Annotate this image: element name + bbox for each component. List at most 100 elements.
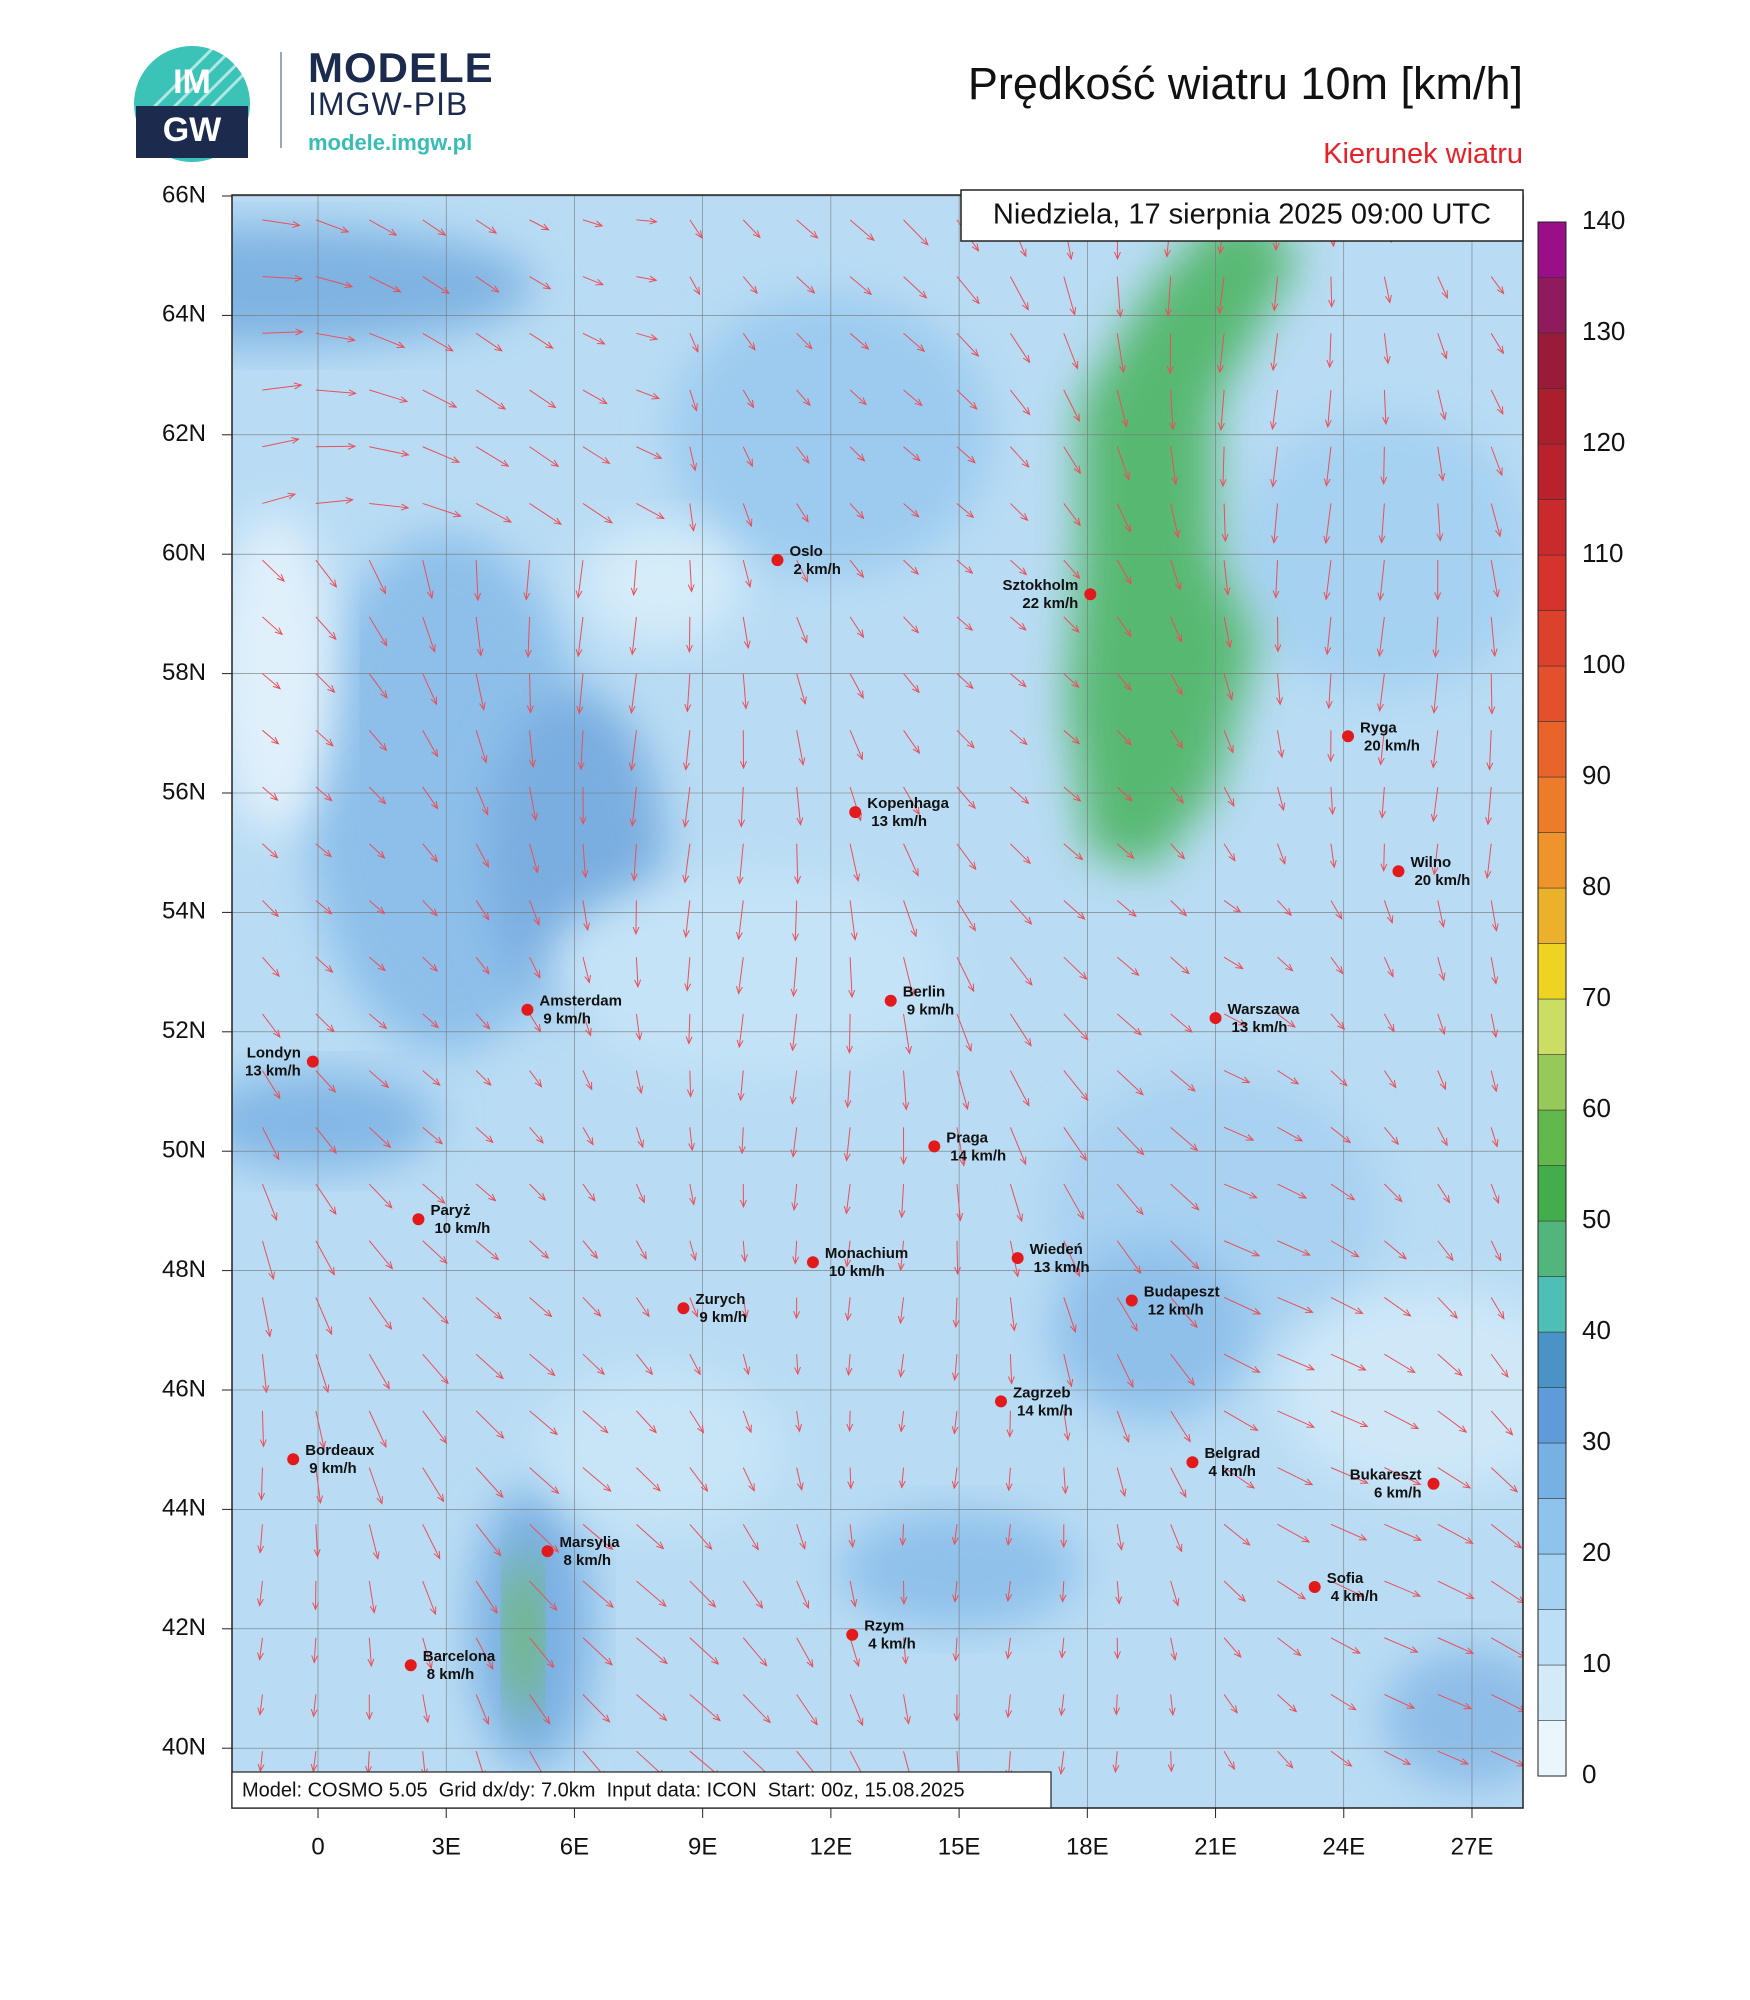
city-name: Marsylia — [560, 1534, 621, 1551]
wind-arrow — [1010, 503, 1027, 520]
wind-arrow — [1063, 673, 1079, 688]
wind-arrow — [1490, 730, 1492, 769]
wind-arrow — [368, 1126, 390, 1147]
wind-arrow — [368, 1353, 389, 1388]
wind-arrow — [849, 389, 866, 404]
wind-arrow — [1331, 276, 1332, 307]
wind-arrow — [315, 1013, 334, 1032]
wind-arrow — [689, 333, 698, 352]
wind-arrow — [954, 1410, 957, 1434]
wind-arrow — [368, 1410, 386, 1447]
wind-arrow — [1277, 1013, 1295, 1027]
wind-arrow — [1383, 956, 1393, 976]
wind-arrow — [1330, 1183, 1354, 1200]
wind-arrow — [529, 1637, 554, 1668]
city-name: Monachium — [825, 1245, 908, 1262]
colorbar-label: 80 — [1582, 871, 1611, 901]
speed-area — [1051, 1240, 1252, 1421]
wind-arrow — [1063, 956, 1087, 979]
colorbar-bin — [1537, 832, 1567, 889]
wind-arrow — [1384, 1297, 1410, 1315]
wind-arrow — [1277, 1523, 1310, 1542]
wind-arrow — [368, 673, 387, 698]
wind-arrow — [1170, 900, 1187, 915]
wind-arrow — [1116, 1070, 1143, 1095]
wind-arrow — [529, 1353, 555, 1375]
wind-arrow — [689, 1467, 708, 1491]
wind-arrow — [1487, 843, 1492, 878]
wind-arrow — [1010, 786, 1028, 803]
wind-arrow — [849, 1354, 851, 1375]
colorbar-bin — [1537, 1165, 1567, 1222]
wind-arrow — [261, 1467, 262, 1500]
wind-arrow — [582, 332, 605, 344]
wind-arrow — [422, 786, 438, 809]
wind-arrow — [1223, 560, 1228, 594]
wind-arrow — [1010, 843, 1030, 864]
wind-arrow — [956, 616, 972, 630]
colorbar-bin — [1537, 1054, 1567, 1111]
wind-arrow — [1384, 1467, 1420, 1485]
wind-arrow — [422, 1410, 447, 1443]
wind-arrow — [1010, 446, 1028, 467]
wind-arrow — [1063, 900, 1085, 919]
wind-arrow — [1490, 1070, 1496, 1092]
city-name: Rzym — [864, 1618, 904, 1635]
wind-arrow — [1326, 560, 1332, 599]
logo: IM GW — [134, 46, 250, 162]
lon-label: 18E — [1066, 1833, 1109, 1860]
wind-arrow — [422, 502, 461, 516]
wind-arrow — [1277, 1750, 1293, 1768]
wind-arrow — [1223, 786, 1234, 806]
city-name: Zurych — [695, 1291, 745, 1308]
wind-arrow — [1326, 446, 1332, 486]
wind-arrow — [849, 332, 868, 349]
wind-arrow — [636, 503, 663, 518]
wind-arrow — [1384, 1240, 1406, 1259]
city-dot — [287, 1453, 300, 1466]
wind-arrow — [1223, 1523, 1250, 1545]
wind-arrow — [847, 1240, 850, 1267]
wind-arrow — [582, 1183, 595, 1201]
wind-arrow — [422, 276, 449, 294]
lat-label: 50N — [162, 1137, 206, 1164]
wind-arrow — [848, 1297, 851, 1320]
wind-arrow — [1009, 1467, 1011, 1491]
wind-arrow — [1384, 1637, 1417, 1652]
wind-arrow — [849, 503, 864, 518]
wind-arrow — [315, 843, 331, 857]
speed-area — [507, 1554, 540, 1715]
wind-arrow — [903, 1524, 904, 1545]
wind-arrow — [260, 1751, 262, 1771]
colorbar-bin — [1537, 388, 1567, 445]
wind-arrow — [262, 900, 278, 916]
wind-arrow — [1223, 1070, 1249, 1083]
wind-arrow — [631, 730, 637, 770]
wind-arrow — [904, 1637, 906, 1664]
wind-arrow — [529, 1580, 557, 1610]
wind-arrow — [850, 957, 852, 997]
wind-arrow — [1010, 1354, 1011, 1383]
wind-arrow — [742, 1127, 743, 1153]
wind-arrow — [368, 616, 386, 646]
wind-arrow — [742, 219, 760, 238]
colorbar-label: 90 — [1582, 760, 1611, 790]
wind-arrow — [529, 219, 549, 230]
colorbar-label: 40 — [1582, 1315, 1611, 1345]
wind-arrow — [1170, 503, 1179, 537]
wind-arrow — [1116, 1297, 1137, 1330]
wind-arrow — [636, 220, 656, 222]
wind-arrow — [315, 1183, 336, 1214]
wind-arrow — [475, 1013, 489, 1029]
wind-arrow — [636, 446, 661, 459]
wind-arrow — [422, 1353, 448, 1383]
wind-arrow — [422, 1524, 440, 1558]
wind-arrow — [903, 559, 919, 574]
wind-arrow — [743, 673, 746, 709]
city-dot — [306, 1055, 319, 1068]
wind-arrow — [1277, 1126, 1303, 1141]
wind-arrow — [792, 1070, 798, 1104]
city-dot — [1186, 1456, 1199, 1469]
wind-arrow — [1383, 900, 1392, 922]
colorbar-bin — [1537, 1442, 1567, 1499]
